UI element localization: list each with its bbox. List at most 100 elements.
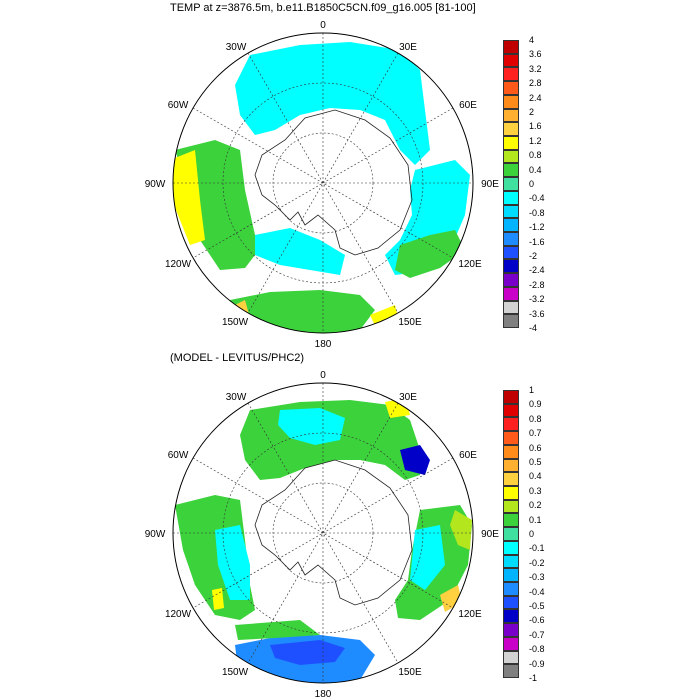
colorbar-label: 1.2 — [529, 135, 542, 146]
colorbar-swatch — [503, 527, 519, 541]
colorbar-swatch — [503, 417, 519, 432]
colorbar-swatch — [503, 486, 519, 500]
region-east-orange — [440, 585, 462, 612]
lon-label-0: 0 — [320, 20, 326, 31]
lon-label-90w: 90W — [145, 179, 166, 190]
colorbar-label: 1.6 — [529, 121, 542, 132]
colorbar-swatch — [503, 218, 519, 232]
colorbar-label: -3.2 — [529, 294, 545, 305]
colorbar-label: 1 — [529, 385, 535, 395]
colorbar-label: -1.2 — [529, 222, 545, 233]
colorbar-label: 0.3 — [529, 485, 542, 496]
antarctica-coastline — [254, 109, 413, 256]
lon-label-30w: 30W — [226, 392, 247, 403]
colorbar-label: 2.4 — [529, 92, 542, 103]
colorbar-swatch — [503, 390, 519, 404]
colorbar-label: 0.5 — [529, 457, 542, 467]
colorbar-swatch — [503, 554, 519, 569]
lon-label-30w: 30W — [226, 42, 247, 53]
lon-label-120e: 120E — [458, 259, 482, 270]
colorbar-swatch — [503, 568, 519, 582]
colorbar-swatch — [503, 540, 519, 555]
colorbar-swatch — [503, 431, 519, 445]
polar-map-bottom: 0 30E 60E 90E 120E 150E 180 150W 120W 90… — [145, 370, 500, 700]
colorbar-swatch — [503, 499, 519, 514]
colorbar-label: 0.2 — [529, 500, 542, 511]
colorbar-label: 0.4 — [529, 164, 542, 175]
data-fill-bottom — [175, 398, 472, 683]
panel-title-top: TEMP at z=3876.5m, b.e11.B1850C5CN.f09_g… — [170, 2, 476, 14]
region-indian-lightgreen — [450, 510, 472, 550]
region-sw-yellow — [212, 588, 224, 610]
colorbar-label: 0 — [529, 529, 535, 539]
colorbar-swatch — [503, 472, 519, 486]
antarctica-coastline — [254, 459, 413, 606]
colorbar-swatch — [503, 163, 519, 178]
colorbar-label: 0.4 — [529, 471, 542, 482]
region-patch-darkblue — [400, 445, 430, 475]
graticule-bottom — [173, 383, 473, 683]
colorbar-label: -2.8 — [529, 279, 545, 290]
colorbar-swatch — [503, 636, 519, 651]
colorbar-swatch — [503, 204, 519, 219]
colorbar-swatch — [503, 81, 519, 95]
lon-label-60e: 60E — [459, 100, 477, 111]
map-boundary-top — [172, 32, 474, 334]
colorbar-swatch — [503, 149, 519, 164]
region-south-green — [235, 620, 320, 640]
lon-label-120w: 120W — [165, 609, 192, 620]
colorbar-label: -1.6 — [529, 236, 545, 247]
colorbar-label: -0.8 — [529, 207, 545, 218]
colorbar-label: 2 — [529, 107, 535, 117]
data-fill-top — [173, 42, 470, 333]
colorbar-label: -0.6 — [529, 615, 545, 626]
colorbar-label: 3.2 — [529, 63, 542, 74]
colorbar-swatch — [503, 609, 519, 624]
colorbar-swatch — [503, 444, 519, 459]
colorbar-label: 0.8 — [529, 150, 542, 161]
colorbar-label: -2 — [529, 251, 538, 261]
colorbar-swatch — [503, 582, 519, 596]
colorbar-swatch — [503, 650, 519, 665]
colorbar-label: -4 — [529, 323, 538, 333]
lon-label-60e: 60E — [459, 450, 477, 461]
region-indian-cyan — [410, 525, 445, 590]
colorbar-swatch — [503, 403, 519, 418]
region-east-green — [395, 230, 465, 278]
colorbar-swatch — [503, 136, 519, 150]
colorbar-swatch — [503, 595, 519, 610]
lon-label-150e: 150E — [398, 317, 422, 328]
region-se-yellow — [370, 305, 400, 332]
colorbar-label: -3.6 — [529, 308, 545, 319]
colorbar-swatch — [503, 458, 519, 473]
polar-map-top: 0 30E 60E 90E 120E 150E 180 150W 120W 90… — [145, 20, 500, 350]
region-west-yellow — [173, 150, 205, 245]
colorbar-swatch — [503, 259, 519, 274]
lon-label-30e: 30E — [399, 392, 417, 403]
colorbar-label: -1 — [529, 673, 538, 683]
colorbar-swatch — [503, 286, 519, 301]
colorbar-swatch — [503, 623, 519, 637]
colorbar-label: 0.1 — [529, 514, 542, 525]
colorbar-label: -0.5 — [529, 601, 545, 611]
lon-label-120e: 120E — [458, 609, 482, 620]
lon-label-180: 180 — [315, 689, 332, 700]
lon-label-180: 180 — [315, 339, 332, 350]
colorbar-label: -0.1 — [529, 543, 545, 554]
colorbar-label: -0.4 — [529, 586, 545, 597]
region-atlantic-cyan — [235, 42, 430, 165]
colorbar-label: 4 — [529, 35, 535, 45]
graticule-top — [173, 33, 473, 333]
colorbar-label: -0.7 — [529, 629, 545, 640]
colorbar-label: -0.2 — [529, 557, 545, 568]
colorbar-label: -0.8 — [529, 644, 545, 655]
colorbar-label: 3.6 — [529, 49, 542, 60]
colorbar-swatch — [503, 513, 519, 528]
colorbar-label: 2.8 — [529, 78, 542, 89]
colorbar-label: 0.7 — [529, 428, 542, 439]
lon-label-150e: 150E — [398, 667, 422, 678]
lon-label-90w: 90W — [145, 529, 166, 540]
colorbar-swatch — [503, 232, 519, 246]
colorbar-swatch — [503, 108, 519, 123]
colorbar-swatch — [503, 190, 519, 205]
